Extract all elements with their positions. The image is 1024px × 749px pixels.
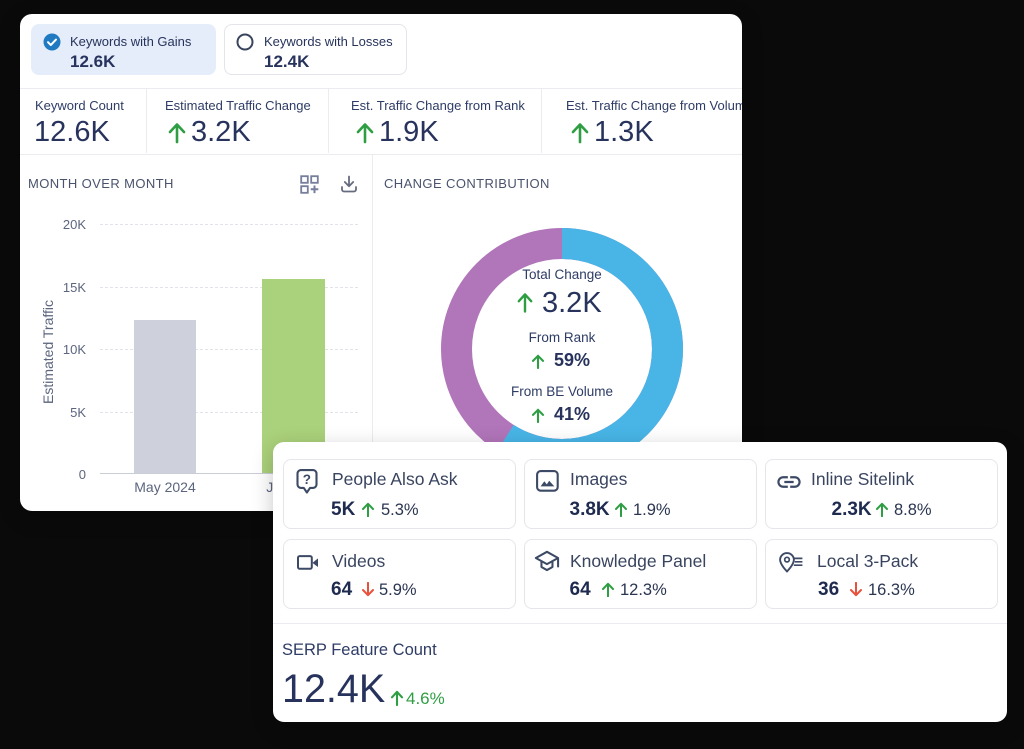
svg-text:?: ? [303, 472, 311, 487]
